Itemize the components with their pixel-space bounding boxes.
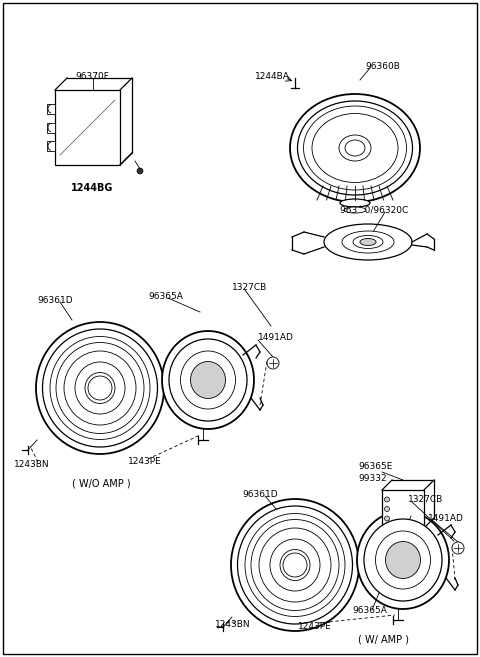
Ellipse shape [357,511,449,609]
Text: ( W/O AMP ): ( W/O AMP ) [72,478,131,488]
Ellipse shape [290,94,420,202]
Circle shape [452,542,464,554]
Ellipse shape [344,207,366,213]
Circle shape [384,497,389,502]
Circle shape [384,516,389,521]
Text: 96365A: 96365A [148,292,183,301]
Ellipse shape [342,231,394,253]
Ellipse shape [85,373,115,403]
Text: 96361D: 96361D [37,296,72,305]
Ellipse shape [75,362,125,414]
Circle shape [88,376,112,400]
Ellipse shape [64,351,136,425]
Text: 1491AD: 1491AD [428,514,464,523]
Ellipse shape [340,199,370,207]
Circle shape [267,357,279,369]
Ellipse shape [169,339,247,421]
Circle shape [137,168,143,174]
Ellipse shape [259,528,331,602]
Text: 96360B: 96360B [365,62,400,71]
Text: 1243BN: 1243BN [14,460,49,469]
Ellipse shape [280,549,310,581]
Text: ( W/ AMP ): ( W/ AMP ) [358,635,409,645]
Text: 1243PE: 1243PE [298,622,332,631]
Ellipse shape [360,238,376,246]
Ellipse shape [303,106,407,190]
Text: 1243PE: 1243PE [128,457,162,466]
Ellipse shape [324,224,412,260]
Ellipse shape [238,506,352,624]
Ellipse shape [245,514,345,616]
Ellipse shape [345,140,365,156]
Ellipse shape [270,539,320,591]
Ellipse shape [162,331,254,429]
Bar [55,90,120,165]
Text: 96365A: 96365A [352,606,387,615]
Ellipse shape [36,322,164,454]
Text: 1327CB: 1327CB [232,283,267,292]
Text: 1244BG: 1244BG [72,183,114,193]
Bar [47,141,55,151]
Ellipse shape [385,541,420,579]
Ellipse shape [339,135,371,161]
Bar [47,122,55,133]
Ellipse shape [43,329,157,447]
Ellipse shape [375,531,431,589]
Text: 963´ 0/96320C: 963´ 0/96320C [340,206,408,215]
Ellipse shape [353,235,383,248]
Circle shape [384,507,389,512]
Ellipse shape [50,336,150,440]
Text: 1491AD: 1491AD [258,333,294,342]
Ellipse shape [191,361,226,399]
Ellipse shape [251,520,339,610]
Ellipse shape [312,114,398,183]
Bar [47,104,55,114]
Text: 96361D: 96361D [242,490,277,499]
Text: 1243BN: 1243BN [215,620,251,629]
Text: 99332: 99332 [358,474,386,483]
Text: 1327CB: 1327CB [408,495,443,504]
Ellipse shape [298,101,412,195]
Ellipse shape [231,499,359,631]
Text: 96365E: 96365E [358,462,392,471]
Text: 1244BA: 1244BA [255,72,290,81]
Ellipse shape [56,342,144,434]
Ellipse shape [180,351,236,409]
Bar [382,490,424,528]
Ellipse shape [364,519,442,601]
Text: 96370F: 96370F [75,72,109,81]
Circle shape [283,553,307,577]
